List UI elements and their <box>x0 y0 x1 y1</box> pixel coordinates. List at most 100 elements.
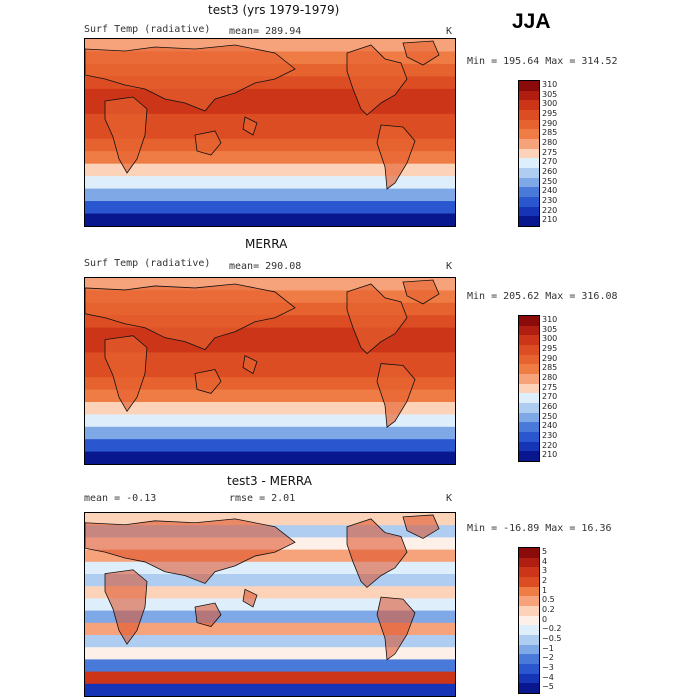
colorbar-tick-label: 0 <box>542 614 548 624</box>
colorbar-tick-label: 210 <box>542 215 558 225</box>
colorbar-swatch <box>519 451 539 462</box>
colorbar-tick-label: 305 <box>542 89 558 99</box>
colorbar-swatch <box>519 412 539 423</box>
panel1-map <box>84 38 456 227</box>
colorbar-swatch <box>519 664 539 675</box>
colorbar-swatch <box>519 335 539 346</box>
colorbar-swatch <box>519 644 539 655</box>
colorbar-swatch <box>519 635 539 646</box>
colorbar-tick-label: 2 <box>542 575 548 585</box>
colorbar-tick-label: 295 <box>542 108 558 118</box>
colorbar-tick-label: 285 <box>542 363 558 373</box>
colorbar-swatch <box>519 129 539 140</box>
colorbar-tick-label: −2 <box>542 653 554 663</box>
colorbar-tick-label: 300 <box>542 99 558 109</box>
colorbar-tick-label: 270 <box>542 157 558 167</box>
colorbar-swatch <box>519 206 539 217</box>
colorbar-tick-label: 0.5 <box>542 595 555 605</box>
colorbar-swatch <box>519 606 539 617</box>
colorbar-swatch <box>519 316 539 327</box>
colorbar-swatch <box>519 615 539 626</box>
panel3-mean-label: mean = -0.13 <box>84 493 157 504</box>
panel1-units-label: K <box>446 26 453 37</box>
panel3-title: test3 - MERRA <box>227 474 312 488</box>
panel1-mean-label: mean= 289.94 <box>229 26 302 37</box>
panel2-mean-label: mean= 290.08 <box>229 261 302 272</box>
panel2-units-label: K <box>446 261 453 272</box>
colorbar-swatch <box>519 577 539 588</box>
colorbar-tick-label: 290 <box>542 118 558 128</box>
colorbar-tick-label: 310 <box>542 314 558 324</box>
colorbar-tick-label: 4 <box>542 556 548 566</box>
colorbar-swatch <box>519 345 539 356</box>
colorbar-tick-label: −3 <box>542 662 554 672</box>
colorbar-swatch <box>519 100 539 111</box>
season-label: JJA <box>512 10 551 33</box>
colorbar-swatch <box>519 586 539 597</box>
colorbar-swatch <box>519 168 539 179</box>
colorbar-swatch <box>519 216 539 227</box>
colorbar-swatch <box>519 625 539 636</box>
colorbar-tick-label: 260 <box>542 166 558 176</box>
panel1-colorbar <box>518 80 540 227</box>
colorbar-tick-label: 3 <box>542 566 548 576</box>
map-field <box>85 39 455 226</box>
colorbar-tick-label: 0.2 <box>542 604 555 614</box>
map-field <box>85 278 455 464</box>
colorbar-tick-label: −5 <box>542 682 554 692</box>
colorbar-swatch <box>519 158 539 169</box>
colorbar-swatch <box>519 567 539 578</box>
colorbar-tick-label: 250 <box>542 176 558 186</box>
colorbar-tick-label: −0.2 <box>542 624 562 634</box>
colorbar-swatch <box>519 177 539 188</box>
panel2-minmax-label: Min = 205.62 Max = 316.08 <box>467 291 618 302</box>
colorbar-tick-label: 5 <box>542 546 548 556</box>
panel2-variable-label: Surf Temp (radiative) <box>84 258 211 269</box>
colorbar-tick-label: −0.5 <box>542 633 562 643</box>
colorbar-tick-label: 280 <box>542 372 558 382</box>
colorbar-swatch <box>519 187 539 198</box>
panel1-variable-label: Surf Temp (radiative) <box>84 24 211 35</box>
colorbar-swatch <box>519 422 539 433</box>
colorbar-tick-label: 220 <box>542 205 558 215</box>
panel2-map <box>84 277 456 465</box>
panel3-map <box>84 512 456 697</box>
colorbar-swatch <box>519 548 539 559</box>
panel1-minmax-label: Min = 195.64 Max = 314.52 <box>467 56 618 67</box>
colorbar-tick-label: 230 <box>542 195 558 205</box>
colorbar-swatch <box>519 557 539 568</box>
colorbar-tick-label: 295 <box>542 343 558 353</box>
colorbar-swatch <box>519 197 539 208</box>
colorbar-tick-label: 240 <box>542 186 558 196</box>
colorbar-swatch <box>519 139 539 150</box>
colorbar-swatch <box>519 403 539 414</box>
panel1-title: test3 (yrs 1979-1979) <box>208 3 340 17</box>
colorbar-tick-label: 260 <box>542 401 558 411</box>
panel3-colorbar <box>518 547 540 694</box>
colorbar-tick-label: 275 <box>542 382 558 392</box>
panel3-units-label: K <box>446 493 453 504</box>
colorbar-tick-label: 300 <box>542 334 558 344</box>
panel2-colorbar <box>518 315 540 462</box>
colorbar-tick-label: 220 <box>542 440 558 450</box>
colorbar-swatch <box>519 325 539 336</box>
colorbar-swatch <box>519 654 539 665</box>
colorbar-swatch <box>519 110 539 121</box>
panel2-title: MERRA <box>245 237 288 251</box>
colorbar-swatch <box>519 81 539 92</box>
colorbar-swatch <box>519 90 539 101</box>
panel3-rmse-label: rmse = 2.01 <box>229 493 296 504</box>
colorbar-swatch <box>519 374 539 385</box>
colorbar-tick-label: 230 <box>542 430 558 440</box>
colorbar-tick-label: 285 <box>542 128 558 138</box>
colorbar-tick-label: −4 <box>542 672 554 682</box>
colorbar-swatch <box>519 432 539 443</box>
panel3-minmax-label: Min = -16.89 Max = 16.36 <box>467 523 612 534</box>
colorbar-tick-label: 275 <box>542 147 558 157</box>
colorbar-tick-label: 310 <box>542 79 558 89</box>
colorbar-swatch <box>519 364 539 375</box>
colorbar-swatch <box>519 148 539 159</box>
colorbar-tick-label: 290 <box>542 353 558 363</box>
colorbar-swatch <box>519 441 539 452</box>
colorbar-tick-label: 270 <box>542 392 558 402</box>
